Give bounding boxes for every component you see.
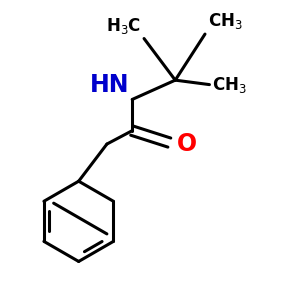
- Text: HN: HN: [90, 73, 129, 97]
- Text: CH$_3$: CH$_3$: [208, 11, 243, 31]
- Text: H$_3$C: H$_3$C: [106, 16, 141, 36]
- Text: O: O: [177, 132, 197, 156]
- Text: CH$_3$: CH$_3$: [212, 75, 247, 94]
